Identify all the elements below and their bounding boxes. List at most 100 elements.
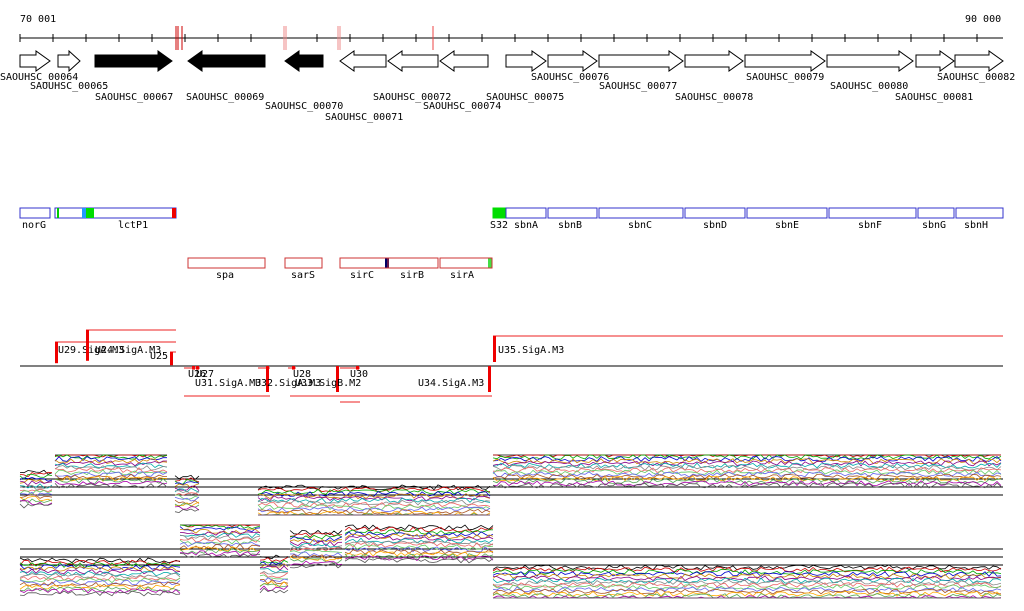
expression-line	[19, 584, 181, 590]
gene-arrow	[439, 50, 489, 72]
operon-feature	[86, 208, 94, 218]
expression-line	[19, 471, 53, 478]
tu-label: U27	[196, 369, 214, 380]
expression-line	[289, 540, 343, 547]
tu-start	[55, 342, 58, 364]
gene-label: SAOUHSC_00065	[30, 81, 108, 92]
expression-line	[344, 535, 494, 542]
expression-line	[257, 490, 491, 497]
expression-line	[174, 501, 200, 507]
expression-line	[174, 496, 200, 502]
expression-line	[19, 568, 181, 575]
operon-label: spa	[216, 270, 234, 281]
operon-box	[439, 257, 493, 269]
expression-line	[492, 564, 1002, 571]
expression-line	[54, 465, 168, 471]
expression-line	[344, 550, 494, 557]
expression-line	[289, 532, 343, 538]
expression-line	[289, 549, 343, 554]
gene-arrow	[547, 50, 598, 72]
operon-label: sbnC	[628, 220, 652, 231]
expression-line	[259, 571, 289, 575]
expression-line	[180, 528, 261, 535]
expression-line	[257, 508, 491, 515]
operon-feature	[172, 208, 176, 218]
gene-arrow	[284, 50, 324, 72]
expression-line	[289, 556, 343, 562]
tu-label: U24.SigA.M3	[95, 345, 161, 356]
expression-line	[289, 551, 343, 557]
expression-line	[19, 503, 53, 509]
gene-arrow	[598, 50, 684, 72]
operon-label: S32	[490, 220, 508, 231]
expression-line	[259, 565, 289, 571]
operon-box	[284, 257, 323, 269]
expression-line	[19, 562, 180, 568]
operon-box	[19, 207, 51, 219]
operon-box	[505, 207, 547, 219]
expression-line	[344, 555, 494, 562]
expression-line	[257, 486, 491, 493]
expression-line	[19, 476, 53, 482]
expression-line	[179, 550, 261, 557]
operon-box	[492, 207, 507, 219]
gene-label: SAOUHSC_00076	[531, 72, 609, 83]
gene-label: SAOUHSC_00079	[746, 72, 824, 83]
expression-line	[179, 537, 261, 543]
operon-box	[684, 207, 746, 219]
expression-line	[492, 478, 1002, 484]
expression-line	[289, 538, 343, 544]
expression-line	[289, 529, 343, 536]
gene-label: SAOUHSC_00067	[95, 92, 173, 103]
expression-line	[19, 484, 53, 490]
gene-label: SAOUHSC_00074	[423, 101, 501, 112]
expression-line	[174, 483, 200, 489]
operon-feature	[82, 208, 86, 218]
gene-arrow	[954, 50, 1004, 72]
expression-line	[289, 560, 343, 566]
expression-line	[289, 558, 343, 564]
expression-line	[344, 533, 494, 540]
expression-line	[344, 524, 494, 531]
tu-label: U28	[293, 369, 311, 380]
operon-label: sirB	[400, 270, 424, 281]
gene-arrow	[684, 50, 744, 72]
tu-label: U32.SigA.M3	[255, 378, 321, 389]
expression-line	[259, 572, 289, 578]
expression-line	[19, 564, 181, 570]
expression-line	[492, 456, 1002, 462]
expression-line	[20, 491, 53, 498]
operon-label: lctP1	[118, 220, 148, 231]
expression-line	[344, 542, 494, 548]
operon-feature	[488, 258, 492, 268]
operon-box	[955, 207, 1004, 219]
expression-line	[179, 553, 261, 559]
expression-line	[492, 480, 1002, 487]
expression-line	[179, 548, 261, 554]
ruler-start: 70 001	[20, 14, 56, 25]
tu-start	[86, 330, 89, 361]
expression-line	[19, 483, 53, 489]
expression-line	[54, 467, 168, 473]
expression-line	[179, 532, 261, 539]
expression-line	[493, 575, 1002, 582]
expression-line	[259, 563, 289, 569]
expression-line	[174, 474, 200, 481]
expression-line	[344, 549, 494, 555]
expression-line	[492, 462, 1002, 469]
operon-box	[917, 207, 955, 219]
operon-feature	[57, 208, 59, 218]
tu-label: U34.SigA.M3	[418, 378, 484, 389]
tu-start	[493, 336, 496, 362]
gene-label: SAOUHSC_00069	[186, 92, 264, 103]
expression-line	[257, 499, 491, 506]
tu-label: U29.SigA.M3	[58, 345, 124, 356]
operon-label: sirA	[450, 270, 474, 281]
tu-start	[170, 352, 173, 366]
expression-line	[179, 535, 261, 541]
expression-line	[174, 508, 200, 514]
gene-arrow	[94, 50, 173, 72]
expression-line	[19, 588, 181, 595]
expression-line	[492, 482, 1002, 489]
tu-label: U31.SigA.M3	[195, 378, 261, 389]
